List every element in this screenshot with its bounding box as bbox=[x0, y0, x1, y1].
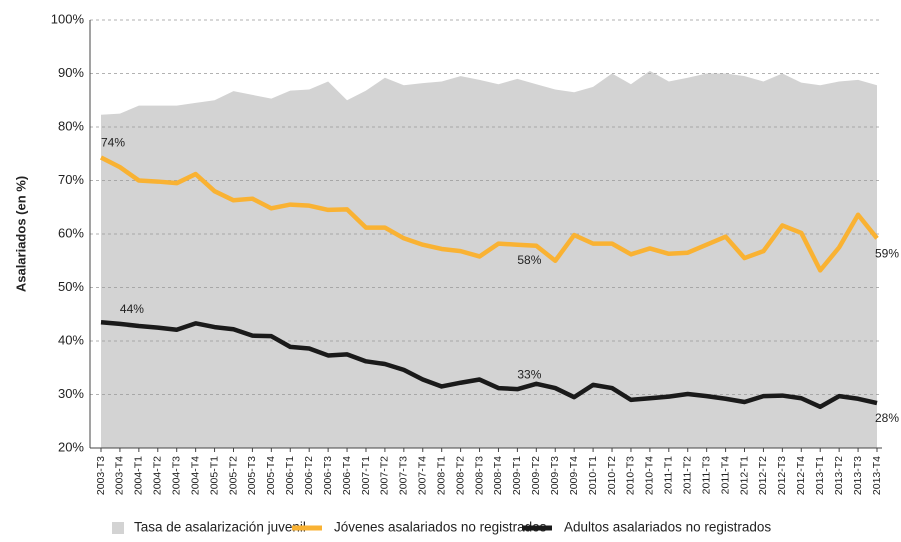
x-tick-label: 2012-T3 bbox=[776, 456, 788, 495]
y-tick-label: 40% bbox=[58, 332, 84, 347]
x-tick-label: 2005-T4 bbox=[265, 456, 277, 495]
x-tick-label: 2004-T2 bbox=[152, 456, 164, 495]
x-tick-label: 2011-T2 bbox=[682, 456, 694, 494]
x-tick-label: 2004-T3 bbox=[170, 456, 182, 495]
x-tick-label: 2010-T3 bbox=[625, 456, 637, 495]
x-tick-label: 2011-T1 bbox=[663, 456, 675, 494]
value-label: 44% bbox=[120, 302, 144, 316]
legend-label: Adultos asalariados no registrados bbox=[564, 520, 771, 535]
x-tick-label: 2009-T4 bbox=[568, 456, 580, 495]
y-tick-label: 90% bbox=[58, 65, 84, 80]
y-tick-label: 20% bbox=[58, 439, 84, 454]
x-tick-label: 2007-T2 bbox=[379, 456, 391, 495]
x-tick-label: 2004-T1 bbox=[133, 456, 145, 495]
x-tick-label: 2004-T4 bbox=[189, 456, 201, 495]
x-tick-label: 2011-T4 bbox=[719, 456, 731, 494]
x-tick-label: 2012-T2 bbox=[757, 456, 769, 495]
x-tick-label: 2003-T3 bbox=[95, 456, 107, 495]
legend-swatch bbox=[112, 522, 124, 534]
x-tick-label: 2008-T4 bbox=[492, 456, 504, 495]
value-label: 74% bbox=[101, 136, 125, 150]
x-tick-label: 2008-T2 bbox=[454, 456, 466, 495]
value-label: 58% bbox=[517, 253, 541, 267]
value-label: 59% bbox=[875, 246, 899, 260]
x-tick-label: 2009-T2 bbox=[530, 456, 542, 495]
x-tick-label: 2013-T4 bbox=[871, 456, 883, 495]
y-tick-label: 30% bbox=[58, 386, 84, 401]
x-tick-label: 2007-T3 bbox=[398, 456, 410, 495]
x-tick-label: 2013-T2 bbox=[833, 456, 845, 495]
x-tick-label: 2005-T3 bbox=[246, 456, 258, 495]
x-tick-label: 2010-T2 bbox=[606, 456, 618, 495]
x-tick-label: 2010-T4 bbox=[644, 456, 656, 495]
x-tick-label: 2012-T1 bbox=[738, 456, 750, 495]
x-tick-label: 2008-T1 bbox=[435, 456, 447, 495]
x-tick-label: 2005-T2 bbox=[227, 456, 239, 495]
y-tick-label: 50% bbox=[58, 279, 84, 294]
x-tick-label: 2009-T1 bbox=[511, 456, 523, 495]
x-tick-label: 2006-T3 bbox=[322, 456, 334, 495]
legend-label: Tasa de asalarización juvenil bbox=[134, 520, 306, 535]
x-tick-label: 2011-T3 bbox=[700, 456, 712, 494]
y-tick-label: 60% bbox=[58, 225, 84, 240]
line bbox=[99, 155, 879, 273]
y-tick-label: 80% bbox=[58, 118, 84, 133]
y-tick-label: 100% bbox=[51, 11, 85, 26]
line bbox=[100, 320, 878, 410]
x-tick-label: 2005-T1 bbox=[208, 456, 220, 495]
x-tick-label: 2010-T1 bbox=[587, 456, 599, 495]
y-axis-label: Asalariados (en %) bbox=[13, 176, 28, 292]
x-tick-label: 2012-T4 bbox=[795, 456, 807, 495]
x-tick-label: 2007-T4 bbox=[417, 456, 429, 495]
y-tick-label: 70% bbox=[58, 172, 84, 187]
area bbox=[101, 70, 877, 448]
x-tick-label: 2006-T1 bbox=[284, 456, 296, 495]
x-tick-label: 2009-T3 bbox=[549, 456, 561, 495]
value-label: 33% bbox=[517, 367, 541, 381]
x-tick-label: 2008-T3 bbox=[473, 456, 485, 495]
x-tick-label: 2013-T3 bbox=[852, 456, 864, 495]
x-tick-label: 2003-T4 bbox=[114, 456, 126, 495]
x-tick-label: 2007-T1 bbox=[360, 456, 372, 495]
value-label: 28% bbox=[875, 411, 899, 425]
legend-label: Jóvenes asalariados no registrados bbox=[334, 520, 547, 535]
x-tick-label: 2006-T4 bbox=[341, 456, 353, 495]
x-tick-label: 2006-T2 bbox=[303, 456, 315, 495]
x-tick-label: 2013-T1 bbox=[814, 456, 826, 495]
